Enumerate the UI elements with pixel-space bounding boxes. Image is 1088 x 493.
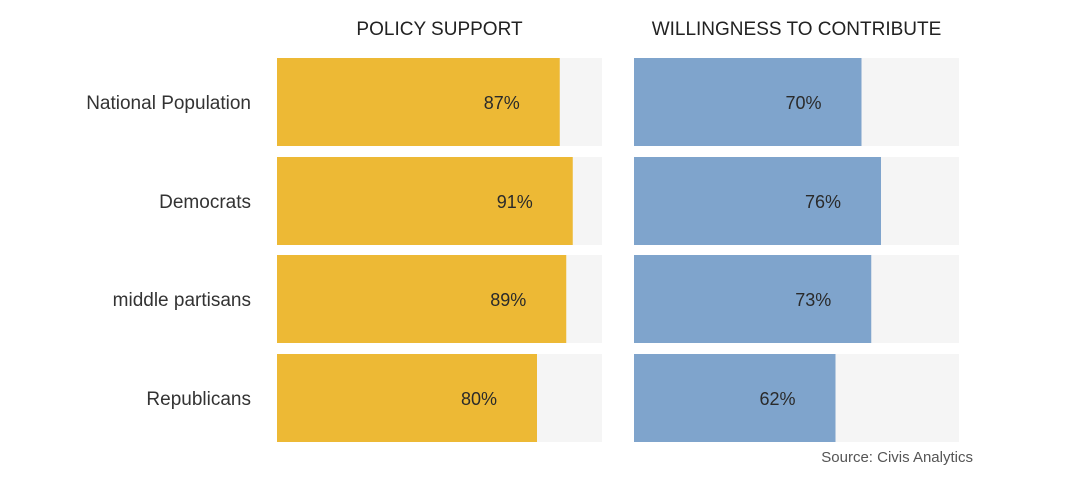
value-label: 70% <box>785 93 821 113</box>
label-layer: National Population Democrats middle parti… <box>86 19 941 410</box>
bar-layer <box>277 58 881 442</box>
value-label: 62% <box>759 389 795 409</box>
value-label: 76% <box>805 192 841 212</box>
value-label: 91% <box>497 192 533 212</box>
value-label: 87% <box>484 93 520 113</box>
bar <box>634 354 836 442</box>
value-label: 80% <box>461 389 497 409</box>
value-label: 89% <box>490 290 526 310</box>
bar <box>277 157 573 245</box>
panel-title: WILLINGNESS TO CONTRIBUTE <box>652 19 942 40</box>
category-label: middle partisans <box>113 290 251 311</box>
value-label: 73% <box>795 290 831 310</box>
bar <box>634 255 872 343</box>
bar <box>277 255 567 343</box>
bar <box>634 58 862 146</box>
category-label: Democrats <box>159 192 251 213</box>
bar <box>634 157 881 245</box>
panel-title: POLICY SUPPORT <box>356 19 523 40</box>
bar <box>277 58 560 146</box>
source-note: Source: Civis Analytics <box>821 449 973 466</box>
category-label: Republicans <box>146 389 251 410</box>
category-label: National Population <box>86 93 251 114</box>
bar <box>277 354 537 442</box>
